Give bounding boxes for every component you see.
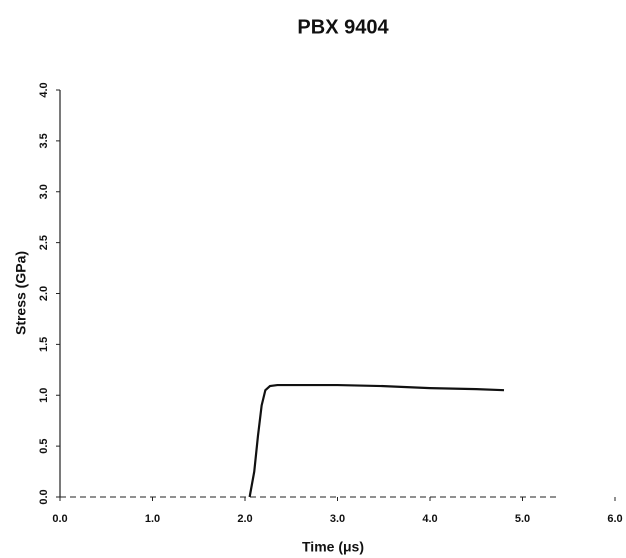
x-tick-label: 4.0 bbox=[422, 513, 437, 525]
y-tick-label: 0.5 bbox=[38, 438, 50, 453]
chart-title: PBX 9404 bbox=[297, 16, 389, 38]
y-tick-label: 1.5 bbox=[38, 337, 50, 352]
x-tick-label: 3.0 bbox=[330, 513, 345, 525]
y-tick-label: 2.0 bbox=[38, 286, 50, 301]
x-axis-label: Time (μs) bbox=[302, 539, 364, 555]
y-tick-label: 1.0 bbox=[38, 388, 50, 403]
x-tick-label: 6.0 bbox=[607, 513, 622, 525]
y-tick-label: 4.0 bbox=[38, 82, 50, 97]
y-axis-label: Stress (GPa) bbox=[13, 251, 29, 335]
data-line bbox=[248, 383, 505, 498]
x-tick-label: 2.0 bbox=[237, 513, 252, 525]
y-tick-label: 0.0 bbox=[38, 489, 50, 504]
y-tick-label: 2.5 bbox=[38, 235, 50, 250]
x-tick-label: 0.0 bbox=[52, 513, 67, 525]
x-tick-label: 5.0 bbox=[515, 513, 530, 525]
y-tick-label: 3.0 bbox=[38, 184, 50, 199]
x-tick-label: 1.0 bbox=[145, 513, 160, 525]
y-tick-label: 3.5 bbox=[38, 133, 50, 148]
